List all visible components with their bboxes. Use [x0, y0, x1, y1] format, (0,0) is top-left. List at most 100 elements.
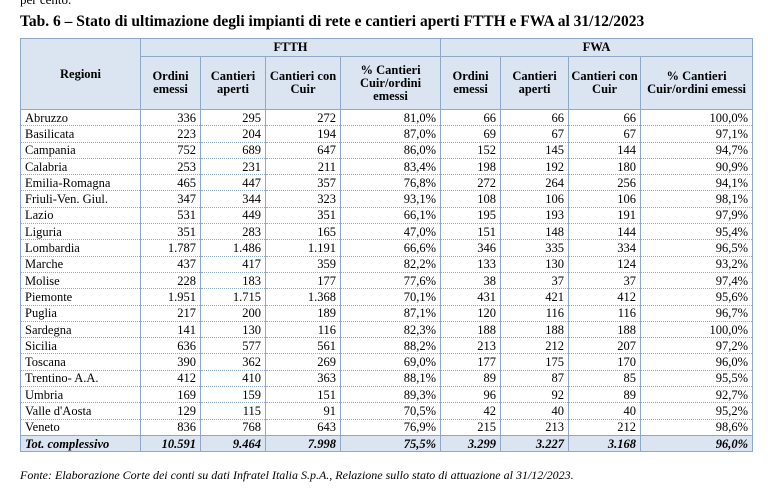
region-cell: Umbria: [20, 386, 141, 404]
value-cell: 97,2%: [640, 337, 754, 355]
table-row: Valle d'Aosta 129 115 91 70,5% 42 40 40 95,2%: [20, 402, 754, 420]
value-cell: 66: [440, 109, 502, 127]
value-cell: 70,1%: [339, 288, 442, 306]
value-cell: 66,1%: [339, 207, 442, 225]
value-cell: 212: [568, 419, 642, 436]
value-cell: 40: [568, 402, 642, 420]
value-cell: 1.715: [200, 288, 266, 306]
column-header: % Cantieri Cuir/ordini emessi: [339, 56, 442, 110]
value-cell: 253: [140, 158, 201, 176]
value-cell: 94,7%: [640, 142, 754, 159]
total-cell: 3.299: [440, 434, 502, 453]
value-cell: 335: [500, 239, 570, 257]
value-cell: 363: [265, 370, 341, 388]
value-cell: 689: [200, 142, 266, 159]
group-header-row: Regioni FTTH FWA: [20, 38, 754, 110]
value-cell: 1.951: [140, 288, 201, 306]
value-cell: 96,5%: [640, 239, 754, 257]
value-cell: 115: [200, 402, 266, 420]
value-cell: 87,0%: [339, 125, 442, 143]
value-cell: 95,5%: [640, 370, 754, 388]
region-header: Regioni: [20, 38, 141, 110]
value-cell: 83,4%: [339, 158, 442, 176]
value-cell: 95,4%: [640, 223, 754, 241]
value-cell: 145: [500, 142, 570, 159]
value-cell: 344: [200, 190, 266, 208]
table-row: Liguria 351 283 165 47,0% 151 148 144 95,4%: [20, 223, 754, 241]
value-cell: 449: [200, 207, 266, 225]
region-cell: Trentino- A.A.: [20, 370, 141, 388]
value-cell: 96: [440, 386, 502, 404]
value-cell: 152: [440, 142, 502, 159]
table-row: Marche 437 417 359 82,2% 133 130 124 93,2%: [20, 256, 754, 273]
total-cell: 3.227: [500, 434, 570, 453]
value-cell: 213: [440, 337, 502, 355]
value-cell: 88,1%: [339, 370, 442, 388]
value-cell: 37: [500, 272, 570, 290]
table-row: Abruzzo 336 295 272 81,0% 66 66 66 100,0%: [20, 109, 754, 127]
value-cell: 177: [440, 353, 502, 371]
value-cell: 66: [568, 109, 642, 127]
value-cell: 431: [440, 288, 502, 306]
value-cell: 1.191: [265, 239, 341, 257]
value-cell: 195: [440, 207, 502, 225]
region-cell: Lazio: [20, 207, 141, 225]
value-cell: 204: [200, 125, 266, 143]
total-cell: 10.591: [140, 434, 201, 453]
value-cell: 636: [140, 337, 201, 355]
value-cell: 336: [140, 109, 201, 127]
value-cell: 88,2%: [339, 337, 442, 355]
total-row: Tot. complessivo 10.591 9.464 7.998 75,5% 3.2…: [20, 434, 754, 453]
value-cell: 577: [200, 337, 266, 355]
value-cell: 116: [568, 305, 642, 322]
value-cell: 100,0%: [640, 109, 754, 127]
value-cell: 98,6%: [640, 419, 754, 436]
source-note: Fonte: Elaborazione Corte dei conti su d…: [20, 468, 574, 482]
group-header: FWA: [440, 38, 754, 57]
value-cell: 133: [440, 256, 502, 273]
value-cell: 1.787: [140, 239, 201, 257]
value-cell: 647: [265, 142, 341, 159]
value-cell: 70,5%: [339, 402, 442, 420]
value-cell: 95,2%: [640, 402, 754, 420]
value-cell: 228: [140, 272, 201, 290]
total-cell: 96,0%: [640, 434, 754, 453]
value-cell: 390: [140, 353, 201, 371]
table-row: Piemonte 1.951 1.715 1.368 70,1% 431 421 412 95,…: [20, 288, 754, 306]
value-cell: 217: [140, 305, 201, 322]
value-cell: 87,1%: [339, 305, 442, 322]
value-cell: 212: [500, 337, 570, 355]
value-cell: 357: [265, 174, 341, 192]
value-cell: 752: [140, 142, 201, 159]
region-cell: Puglia: [20, 305, 141, 322]
value-cell: 40: [500, 402, 570, 420]
value-cell: 412: [140, 370, 201, 388]
value-cell: 417: [200, 256, 266, 273]
value-cell: 141: [140, 321, 201, 339]
value-cell: 175: [500, 353, 570, 371]
value-cell: 194: [265, 125, 341, 143]
value-cell: 97,4%: [640, 272, 754, 290]
value-cell: 87: [500, 370, 570, 388]
value-cell: 94,1%: [640, 174, 754, 192]
column-header: % Cantieri Cuir/ordini emessi: [640, 56, 754, 110]
value-cell: 151: [265, 386, 341, 404]
value-cell: 38: [440, 272, 502, 290]
value-cell: 188: [500, 321, 570, 339]
table-row: Sardegna 141 130 116 82,3% 188 188 188 100,0%: [20, 321, 754, 339]
value-cell: 130: [500, 256, 570, 273]
value-cell: 108: [440, 190, 502, 208]
value-cell: 97,9%: [640, 207, 754, 225]
value-cell: 768: [200, 419, 266, 436]
table-row: Toscana 390 362 269 69,0% 177 175 170 96,0%: [20, 353, 754, 371]
value-cell: 76,9%: [339, 419, 442, 436]
value-cell: 272: [440, 174, 502, 192]
value-cell: 89: [440, 370, 502, 388]
top-text: per cento.: [20, 0, 71, 8]
value-cell: 1.486: [200, 239, 266, 257]
column-header: Ordini emessi: [440, 56, 502, 110]
value-cell: 69: [440, 125, 502, 143]
table-row: Veneto 836 768 643 76,9% 215 213 212 98,6%: [20, 419, 754, 436]
table-row: Calabria 253 231 211 83,4% 198 192 180 90,9%: [20, 158, 754, 176]
region-cell: Calabria: [20, 158, 141, 176]
